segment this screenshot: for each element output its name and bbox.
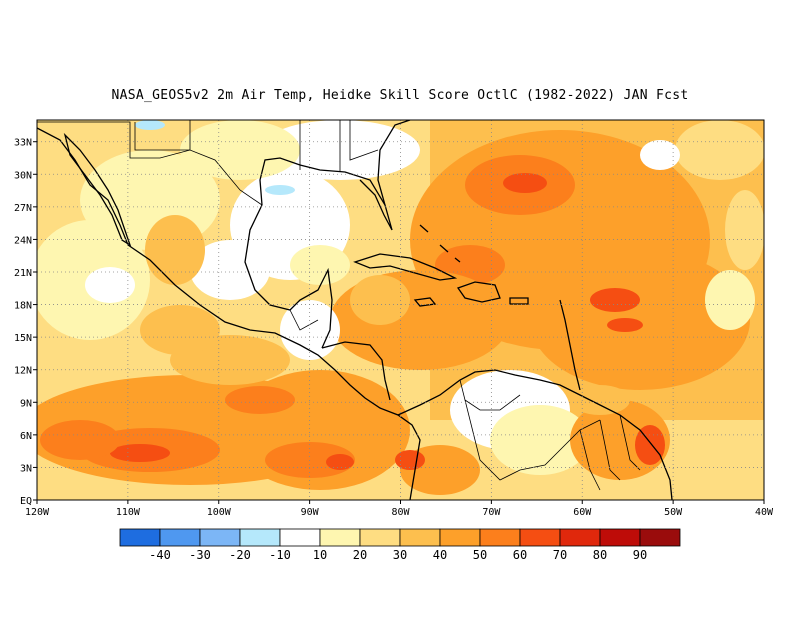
lon-label: 110W bbox=[116, 507, 141, 518]
colorbar-swatch bbox=[479, 528, 521, 547]
latitude-labels: EQ 3N 6N 9N 12N 15N 18N 21N 24N 27N 30N 33N bbox=[14, 138, 37, 507]
lon-label: 100W bbox=[207, 507, 232, 518]
colorbar-label: 90 bbox=[633, 548, 647, 562]
colorbar-label: 70 bbox=[553, 548, 567, 562]
lon-label: 90W bbox=[301, 507, 320, 518]
lat-label: 18N bbox=[14, 301, 32, 312]
colorbar-label: 50 bbox=[473, 548, 487, 562]
lat-label: 6N bbox=[20, 431, 32, 442]
colorbar-label: 20 bbox=[353, 548, 367, 562]
lat-label: 15N bbox=[14, 333, 32, 344]
map-title: NASA_GEOS5v2 2m Air Temp, Heidke Skill S… bbox=[111, 88, 689, 103]
lat-label: 3N bbox=[20, 463, 32, 474]
colorbar-label: -20 bbox=[229, 548, 251, 562]
lon-label: 120W bbox=[25, 507, 50, 518]
lat-label: 9N bbox=[20, 398, 32, 409]
lon-label: 60W bbox=[573, 507, 592, 518]
colorbar-label: 30 bbox=[393, 548, 407, 562]
lat-label: 24N bbox=[14, 235, 32, 246]
colorbar-swatch bbox=[199, 528, 241, 547]
lat-label: 12N bbox=[14, 366, 32, 377]
colorbar-swatch bbox=[519, 528, 561, 547]
colorbar-label: 80 bbox=[593, 548, 607, 562]
colorbar-swatch bbox=[359, 528, 401, 547]
colorbar-swatch bbox=[559, 528, 601, 547]
lon-label: 70W bbox=[482, 507, 501, 518]
gridlines bbox=[37, 120, 764, 500]
colorbar-label: 60 bbox=[513, 548, 527, 562]
lat-label: 21N bbox=[14, 268, 32, 279]
colorbar-swatch bbox=[319, 528, 361, 547]
colorbar-label: -40 bbox=[149, 548, 171, 562]
colorbar-label: 40 bbox=[433, 548, 447, 562]
colorbar-swatch bbox=[399, 528, 441, 547]
colorbar-swatch bbox=[119, 528, 161, 547]
longitude-labels: 120W 110W 100W 90W 80W 70W 60W 50W 40W bbox=[25, 500, 774, 518]
colorbar: -40 -30 -20 -10 10 20 30 40 50 60 70 80 90 bbox=[119, 528, 681, 562]
lon-label: 50W bbox=[664, 507, 683, 518]
colorbar-label: -10 bbox=[269, 548, 291, 562]
colorbar-swatch bbox=[159, 528, 201, 547]
colorbar-swatch bbox=[279, 528, 321, 547]
colorbar-swatch bbox=[599, 528, 641, 547]
colorbar-swatch bbox=[239, 528, 281, 547]
colorbar-label: 10 bbox=[313, 548, 327, 562]
colorbar-swatch bbox=[639, 528, 681, 547]
colorbar-label: -30 bbox=[189, 548, 211, 562]
lon-label: 40W bbox=[755, 507, 774, 518]
lat-label: 27N bbox=[14, 203, 32, 214]
lat-label: 30N bbox=[14, 170, 32, 181]
skill-field bbox=[37, 120, 764, 500]
lon-label: 80W bbox=[391, 507, 410, 518]
lat-label: EQ bbox=[20, 496, 32, 507]
lat-label: 33N bbox=[14, 138, 32, 149]
colorbar-swatch bbox=[439, 528, 481, 547]
